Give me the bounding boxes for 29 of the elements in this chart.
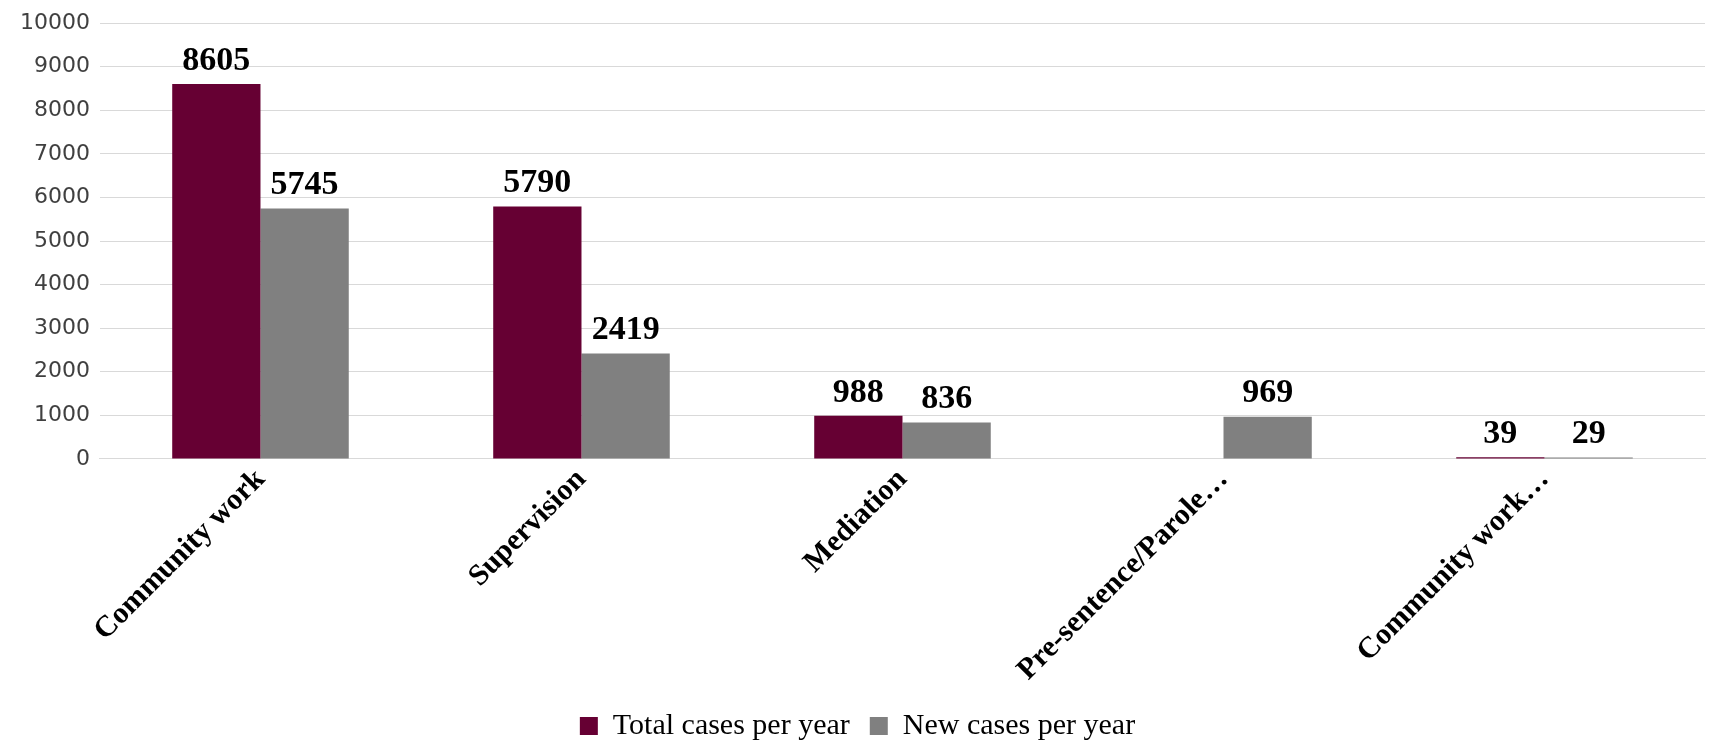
y-tick-label: 7000 bbox=[33, 139, 90, 165]
bar bbox=[902, 422, 991, 459]
data-label: 29 bbox=[1571, 413, 1606, 451]
bar bbox=[493, 206, 582, 459]
y-tick-label: 2000 bbox=[33, 357, 90, 383]
y-tick-label: 9000 bbox=[33, 52, 90, 78]
data-label: 8605 bbox=[182, 39, 251, 77]
y-tick-label: 8000 bbox=[33, 96, 90, 122]
y-tick-label: 10000 bbox=[19, 8, 90, 34]
y-tick-label: 4000 bbox=[33, 270, 90, 296]
legend-label: New cases per year bbox=[902, 706, 1136, 740]
y-tick-label: 6000 bbox=[33, 183, 90, 209]
y-tick-label: 0 bbox=[75, 444, 90, 470]
data-label: 988 bbox=[832, 371, 884, 409]
data-label: 39 bbox=[1483, 412, 1518, 450]
y-tick-label: 3000 bbox=[33, 313, 90, 339]
data-label: 5790 bbox=[503, 162, 572, 200]
y-tick-label: 5000 bbox=[33, 226, 90, 252]
bar bbox=[581, 353, 670, 459]
bar bbox=[814, 415, 903, 459]
y-tick-label: 1000 bbox=[33, 401, 90, 427]
bar bbox=[1223, 416, 1312, 459]
bar bbox=[172, 83, 261, 459]
data-label: 836 bbox=[921, 378, 973, 416]
data-label: 5745 bbox=[270, 164, 339, 202]
data-label: 2419 bbox=[591, 309, 660, 347]
legend-label: Total cases per year bbox=[612, 706, 850, 740]
data-label: 969 bbox=[1242, 372, 1294, 410]
bar bbox=[260, 208, 349, 459]
